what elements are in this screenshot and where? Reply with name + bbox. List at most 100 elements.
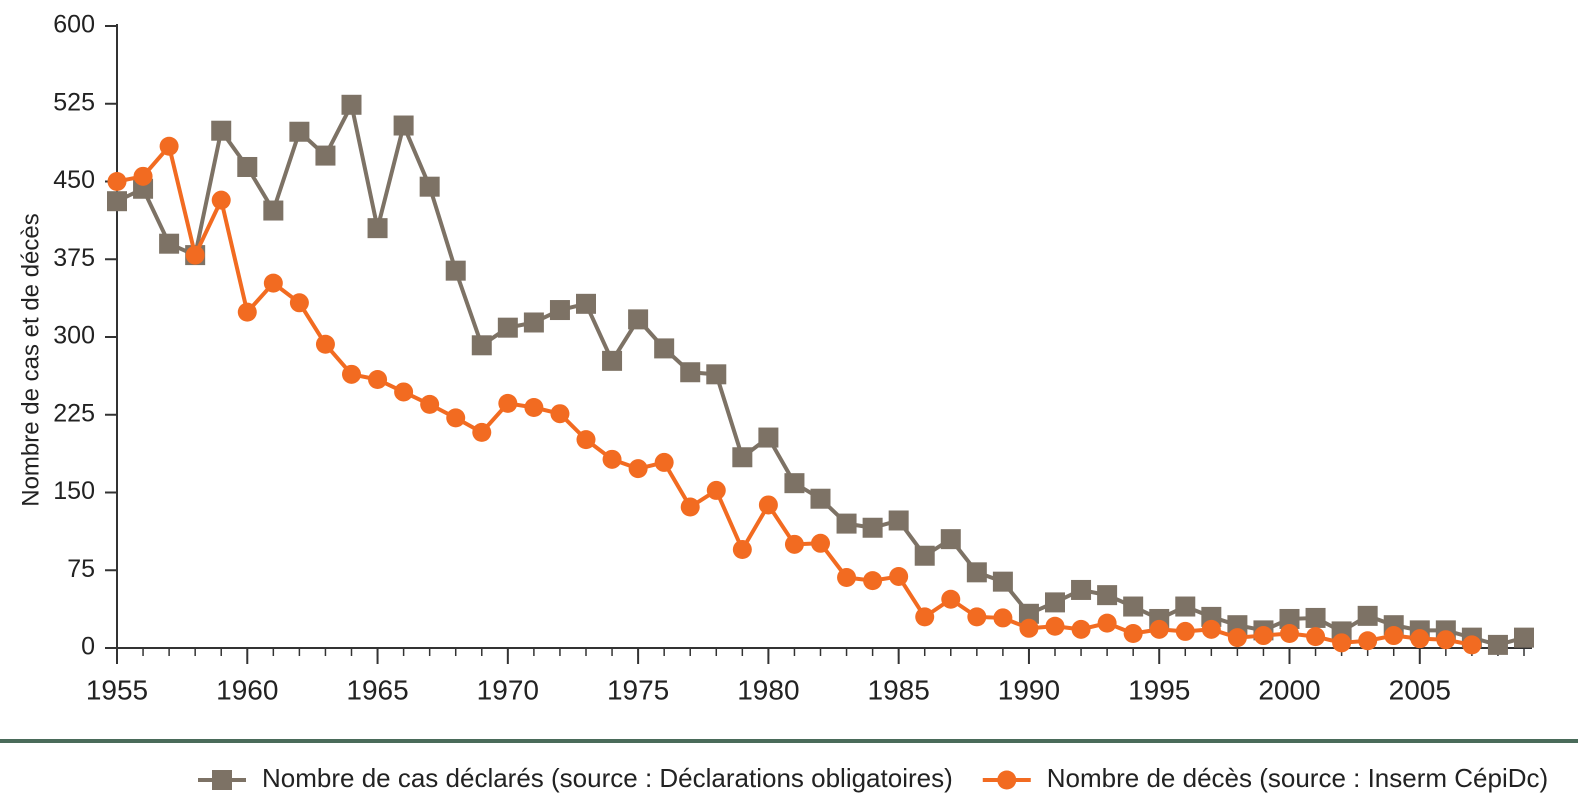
- point: [1279, 608, 1300, 629]
- point: [1332, 633, 1352, 653]
- point: [315, 334, 335, 354]
- point: [107, 191, 127, 212]
- point: [315, 145, 336, 166]
- point: [1201, 619, 1221, 639]
- point: [550, 404, 570, 424]
- point: [940, 529, 961, 550]
- point: [837, 568, 857, 588]
- x-tick-label: 1990: [998, 674, 1060, 705]
- y-axis-label: Nombre de cas et de décès: [17, 213, 44, 507]
- point: [237, 302, 257, 322]
- point: [602, 350, 623, 371]
- point: [342, 364, 361, 384]
- point: [941, 589, 961, 609]
- point: [784, 473, 805, 494]
- point: [549, 300, 570, 321]
- point: [810, 488, 831, 509]
- legend-label: Nombre de décès (source : Inserm CépiDc): [1047, 763, 1548, 793]
- point: [1097, 613, 1117, 633]
- point: [654, 338, 675, 359]
- point: [289, 293, 309, 313]
- point: [1149, 619, 1169, 639]
- series-line: [116, 102, 1525, 647]
- point: [889, 566, 909, 586]
- point: [1357, 605, 1378, 626]
- point: [1514, 627, 1534, 648]
- point: [758, 495, 778, 515]
- point: [1097, 585, 1118, 606]
- point: [237, 156, 258, 177]
- x-tick-label: 2000: [1258, 674, 1320, 705]
- x-tick-label: 2005: [1389, 674, 1451, 705]
- point: [1071, 619, 1091, 639]
- y-tick-label: 75: [67, 555, 95, 583]
- point: [393, 115, 414, 136]
- point: [498, 393, 518, 413]
- point: [211, 190, 231, 210]
- point: [628, 309, 649, 330]
- y-tick-label: 600: [53, 11, 95, 39]
- point: [472, 422, 492, 442]
- y-tick-label: 525: [53, 88, 95, 116]
- point: [758, 427, 779, 448]
- point: [1227, 628, 1247, 648]
- y-tick-label: 450: [53, 166, 95, 194]
- x-tick-label: 1995: [1128, 674, 1190, 705]
- x-tick-label: 1965: [346, 674, 408, 705]
- legend-marker: [212, 770, 232, 790]
- point: [576, 293, 596, 314]
- point: [471, 335, 492, 356]
- y-tick-label: 150: [53, 477, 95, 505]
- point: [263, 200, 284, 221]
- x-tick-label: 1960: [216, 674, 278, 705]
- point: [914, 545, 935, 566]
- point: [628, 459, 648, 479]
- x-tick-label: 1975: [607, 674, 669, 705]
- point: [863, 571, 883, 591]
- point: [341, 94, 362, 115]
- series-line: [116, 144, 1473, 647]
- point: [1175, 596, 1196, 617]
- y-tick-label: 0: [81, 633, 95, 661]
- point: [1384, 626, 1404, 646]
- point: [811, 533, 830, 553]
- point: [159, 233, 180, 254]
- x-tick-label: 1970: [477, 674, 539, 705]
- point: [1487, 634, 1508, 655]
- x-tick-label: 1985: [868, 674, 930, 705]
- point: [159, 136, 179, 156]
- point: [445, 260, 466, 281]
- point: [185, 245, 205, 265]
- point: [133, 166, 153, 186]
- point: [1306, 627, 1326, 647]
- point: [732, 540, 752, 560]
- point: [680, 362, 701, 383]
- point: [497, 317, 518, 338]
- point: [1018, 603, 1039, 624]
- legend-label: Nombre de cas déclarés (source : Déclara…: [262, 763, 953, 793]
- point: [862, 517, 883, 538]
- point: [523, 312, 544, 333]
- point: [1123, 596, 1144, 617]
- point: [784, 534, 804, 554]
- point: [1305, 607, 1326, 628]
- point: [576, 430, 596, 450]
- point: [1045, 592, 1065, 613]
- point: [211, 120, 232, 141]
- point: [992, 571, 1013, 592]
- point: [1175, 621, 1195, 641]
- point: [1462, 635, 1482, 655]
- point: [420, 394, 440, 414]
- point: [367, 218, 388, 239]
- point: [602, 449, 622, 469]
- x-tick-label: 1955: [86, 674, 148, 705]
- point: [446, 408, 466, 428]
- point: [1280, 623, 1299, 643]
- point: [419, 176, 440, 197]
- point: [1019, 618, 1039, 638]
- point: [706, 480, 726, 500]
- legend-marker: [997, 770, 1017, 790]
- point: [524, 397, 544, 417]
- y-tick-label: 225: [53, 399, 95, 427]
